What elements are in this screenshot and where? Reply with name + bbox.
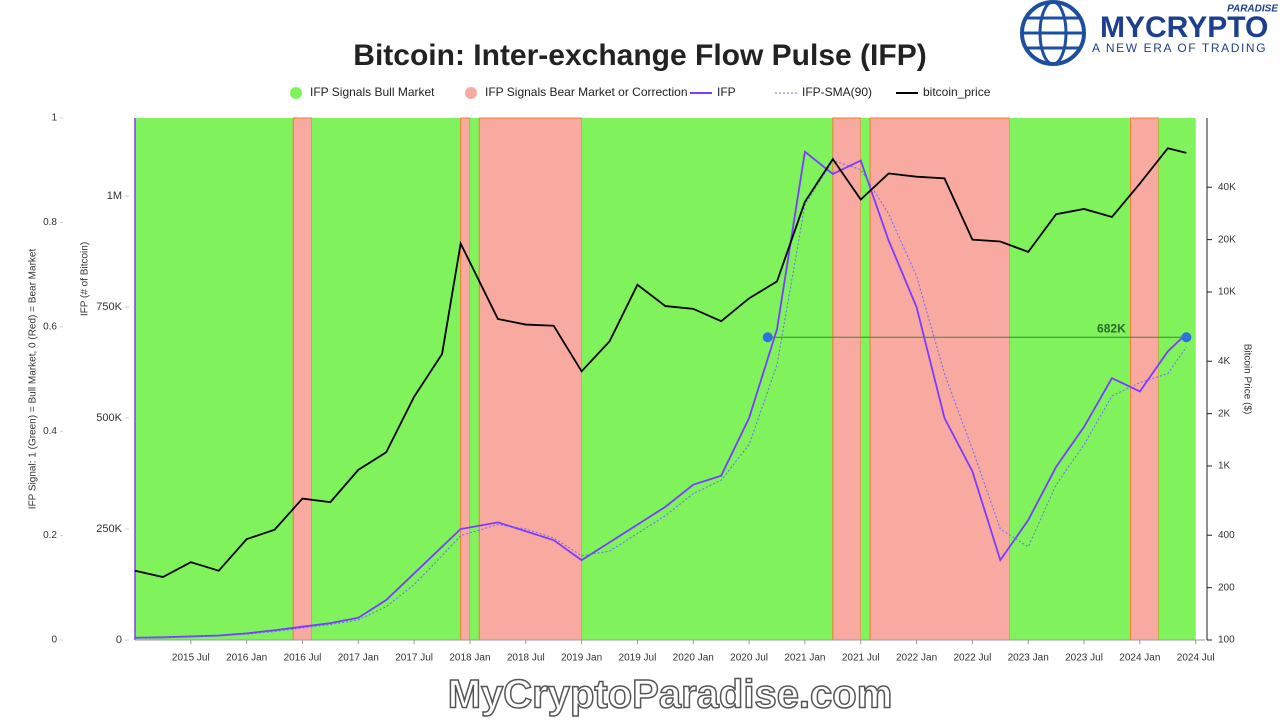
y2-tick-label: 20K (1218, 234, 1236, 245)
logo-name: MYCRYPTO (1100, 11, 1268, 44)
y-tick-label: 750K (96, 301, 122, 313)
signal-axis-title: IFP Signal: 1 (Green) = Bull Market, 0 (… (28, 249, 39, 510)
y2-tick-label: 100 (1218, 635, 1235, 646)
x-tick-label: 2020 Jan (673, 653, 714, 664)
legend-label: IFP (717, 85, 736, 99)
y2-tick-label: 40K (1218, 182, 1236, 193)
x-tick-label: 2017 Jan (338, 653, 379, 664)
signal-period (869, 117, 1011, 641)
x-tick-label: 2021 Jul (842, 653, 880, 664)
y2-tick-label: 400 (1218, 530, 1235, 541)
legend-swatch (290, 87, 302, 99)
y-axis-title: IFP (# of Bitcoin) (80, 242, 91, 316)
signal-tick-label: 0.6 (43, 321, 57, 332)
x-tick-label: 2015 Jul (172, 653, 210, 664)
y2-tick-label: 2K (1218, 408, 1231, 419)
legend-label: IFP Signals Bull Market (310, 85, 435, 99)
chart-title: Bitcoin: Inter-exchange Flow Pulse (IFP) (353, 39, 926, 72)
x-tick-label: 2018 Jul (507, 653, 545, 664)
x-tick-label: 2020 Jul (730, 653, 768, 664)
legend: IFP Signals Bull Market IFP Signals Bear … (290, 85, 991, 99)
series-line (134, 150, 1188, 639)
x-tick-label: 2024 Jan (1119, 653, 1160, 664)
signal-period (860, 118, 871, 640)
y-tick-label: 0 (116, 634, 122, 646)
signal-period (135, 118, 294, 640)
signal-period (1158, 118, 1196, 640)
logo-slogan: A NEW ERA OF TRADING (1092, 41, 1267, 55)
y2-tick-label: 10K (1218, 287, 1236, 298)
signal-period (469, 118, 480, 640)
signal-period (478, 117, 583, 641)
y-tick-label: 500K (96, 412, 122, 424)
signal-tick-label: 0.8 (43, 217, 57, 228)
logo: MYCRYPTO PARADISE A NEW ERA OF TRADING (1020, 0, 1278, 66)
y-tick-label: 1M (107, 190, 122, 202)
x-tick-label: 2016 Jul (284, 653, 322, 664)
signal-period (1130, 117, 1159, 641)
series-line (134, 147, 1187, 579)
y2-tick-label: 1K (1218, 461, 1231, 472)
y2-tick-label: 4K (1218, 356, 1231, 367)
x-tick-label: 2019 Jan (561, 653, 602, 664)
annotation-dot (762, 332, 773, 343)
x-tick-label: 2022 Jan (896, 653, 937, 664)
signal-tick-label: 1 (51, 113, 57, 124)
legend-label: IFP-SMA(90) (802, 85, 872, 99)
x-tick-label: 2016 Jan (226, 653, 267, 664)
x-tick-label: 2024 Jul (1177, 653, 1215, 664)
signal-period (292, 117, 313, 641)
annotation-dot (1181, 332, 1192, 343)
x-tick-label: 2018 Jan (449, 653, 490, 664)
legend-label: bitcoin_price (923, 85, 991, 99)
watermark: MyCryptoParadise.com (448, 673, 893, 717)
signal-tick-label: 0.4 (43, 426, 57, 437)
signal-tick-label: 0 (51, 635, 57, 646)
signal-period (311, 118, 461, 640)
logo-tag: PARADISE (1227, 4, 1278, 15)
y-tick-label: 250K (96, 523, 122, 535)
signal-period (581, 118, 833, 640)
y2-axis-title: Bitcoin Price ($) (1241, 344, 1252, 415)
legend-swatch (465, 87, 477, 99)
signal-tick-label: 0.2 (43, 530, 57, 541)
x-tick-label: 2019 Jul (619, 653, 657, 664)
series-line (134, 160, 1187, 639)
x-tick-label: 2023 Jan (1008, 653, 1049, 664)
y2-tick-label: 200 (1218, 582, 1235, 593)
x-tick-label: 2017 Jul (395, 653, 433, 664)
signal-period (1009, 118, 1131, 640)
x-tick-label: 2023 Jul (1065, 653, 1103, 664)
x-tick-label: 2022 Jul (953, 653, 991, 664)
signal-period (460, 117, 471, 641)
annotation-label: 682K (1097, 321, 1126, 335)
legend-label: IFP Signals Bear Market or Correction (485, 85, 688, 99)
signal-period (832, 117, 862, 641)
x-tick-label: 2021 Jan (784, 653, 825, 664)
